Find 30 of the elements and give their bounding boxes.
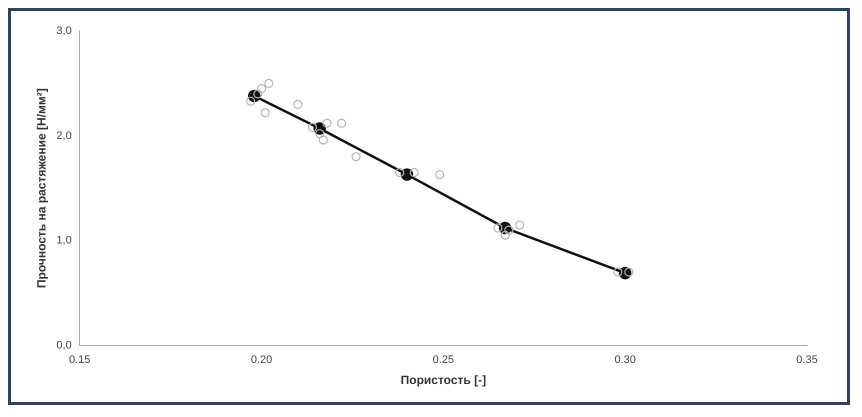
point [308,122,318,132]
point [613,267,622,277]
point [322,118,332,128]
point [293,100,302,109]
point [410,168,419,178]
point [351,152,361,162]
y-tick-label: 3,0 [56,25,72,38]
x-tick-label: 0.35 [796,354,818,366]
point [624,267,634,277]
point [493,223,502,233]
y-axis-title: Прочность на растяжение [Н/мм²] [34,88,49,288]
point [336,118,346,128]
y-tick-label: 2,0 [56,130,72,142]
point [515,220,524,230]
x-tick-label: 0.25 [432,354,454,366]
point [500,230,510,240]
point [395,168,404,178]
y-tick-label: 1,0 [56,234,72,247]
x-tick-label: 0.30 [614,354,636,366]
point [315,129,324,138]
point [318,135,328,145]
y-tick-label: 0,0 [56,339,72,352]
point [256,84,266,94]
x-tick-label: 0.20 [250,354,272,366]
point [246,96,256,106]
point [260,108,270,118]
x-tick-label: 0.15 [68,354,90,366]
x-axis-title: Пористость [-] [400,373,486,388]
point [435,170,444,180]
point [264,78,274,88]
